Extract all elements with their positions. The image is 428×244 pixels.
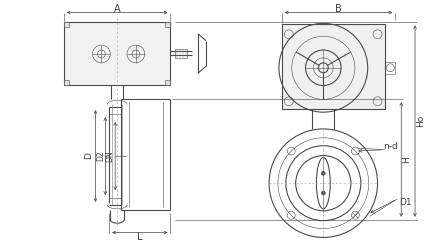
Bar: [166, 80, 170, 84]
Bar: [64, 22, 170, 84]
Text: H: H: [402, 156, 411, 163]
Text: A: A: [114, 4, 120, 14]
Bar: [64, 22, 69, 27]
Circle shape: [321, 191, 325, 195]
Circle shape: [321, 171, 325, 175]
Text: Ho: Ho: [416, 115, 425, 127]
Text: D1: D1: [399, 198, 411, 207]
Bar: [166, 22, 170, 27]
Text: B: B: [335, 4, 342, 14]
Text: n-d: n-d: [383, 142, 398, 151]
Text: DN: DN: [106, 150, 115, 162]
Text: D2: D2: [96, 151, 105, 161]
Text: L: L: [137, 233, 143, 243]
Bar: [64, 80, 69, 84]
Text: D: D: [84, 152, 93, 160]
Bar: [282, 24, 386, 109]
